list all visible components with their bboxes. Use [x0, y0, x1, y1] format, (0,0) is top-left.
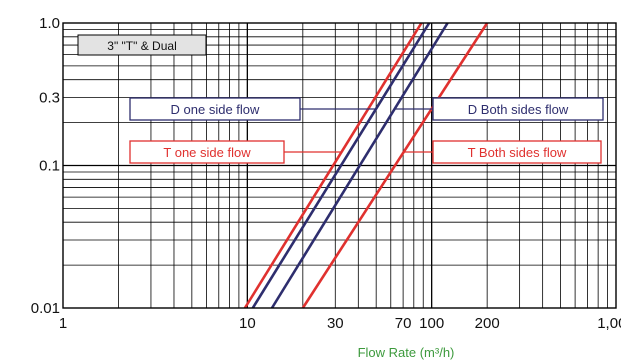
annotation-label: D one side flow	[171, 102, 260, 117]
y-tick-label: 0.3	[39, 90, 60, 107]
x-tick-label: 100	[419, 315, 444, 332]
tick-labels: 1 10 30 70 100 200 1,000 0.01 0.1 0.3 1.0	[31, 15, 621, 332]
series-line-4	[301, 22, 489, 309]
chart-title-box: 3" "T" & Dual	[77, 34, 207, 56]
x-tick-label: 10	[239, 315, 256, 332]
annotation-label: T one side flow	[163, 145, 251, 160]
x-tick-label: 200	[475, 315, 500, 332]
x-axis-label: Flow Rate (m³/h)	[358, 345, 455, 360]
annotation-box	[129, 97, 301, 121]
y-tick-label: 1.0	[39, 15, 60, 32]
series-line-1	[243, 22, 423, 309]
grid	[63, 23, 616, 308]
x-tick-label: 1	[59, 315, 67, 332]
y-tick-label: 0.01	[31, 300, 60, 317]
plot-frame	[62, 22, 617, 309]
x-tick-label: 70	[395, 315, 412, 332]
annotation-label: T Both sides flow	[468, 145, 567, 160]
series-annotations: D one side flow T one side flow D Both sid…	[129, 97, 604, 164]
annotation-box	[129, 140, 285, 164]
x-tick-label: 1,000	[597, 315, 621, 332]
series-layer	[243, 22, 489, 309]
series-line-2	[251, 22, 431, 309]
y-tick-label: 0.1	[39, 158, 60, 175]
chart-title: 3" "T" & Dual	[107, 39, 176, 53]
x-tick-label: 30	[327, 315, 344, 332]
series-line-3	[270, 22, 449, 309]
annotation-box	[432, 97, 604, 121]
annotation-box	[432, 140, 602, 164]
annotation-label: D Both sides flow	[468, 102, 569, 117]
